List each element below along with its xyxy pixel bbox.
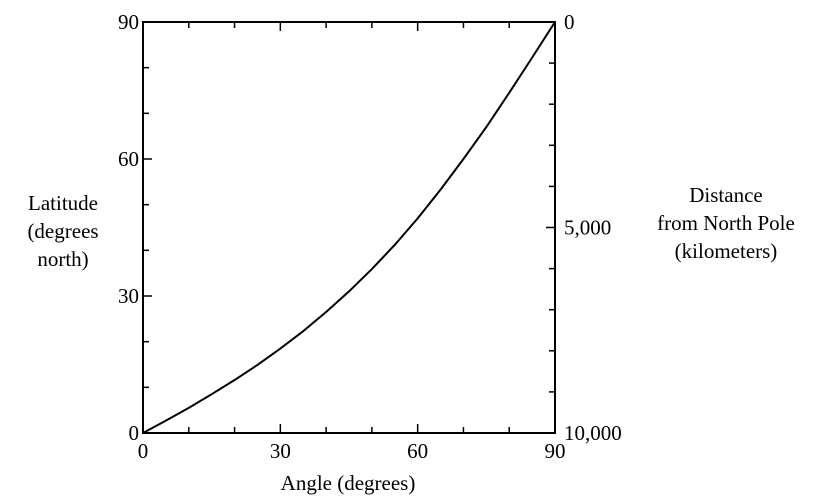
y-tick-label: 90 (118, 10, 139, 34)
series-layer (142, 21, 556, 434)
y2-tick-label: 10,000 (564, 421, 622, 445)
left-axis-label-line-1: Latitude (28, 191, 98, 215)
x-tick-label: 0 (138, 439, 149, 463)
series-line (142, 21, 556, 434)
axes (142, 21, 556, 434)
y-tick-label: 0 (129, 421, 140, 445)
y-tick-label: 60 (118, 147, 139, 171)
ticks (142, 21, 556, 434)
tick-labels: 0 30 60 90 0 30 60 90 0 5,000 10,000 (118, 10, 622, 463)
right-axis-label-line-1: Distance (689, 183, 762, 207)
y2-tick-label: 0 (564, 10, 575, 34)
left-axis-label-line-3: north) (37, 247, 88, 271)
x-tick-label: 60 (407, 439, 428, 463)
y-tick-label: 30 (118, 284, 139, 308)
plot-frame (142, 21, 556, 434)
x-axis-label: Angle (degrees) (281, 471, 416, 495)
x-tick-label: 90 (545, 439, 566, 463)
right-axis-label-line-3: (kilometers) (675, 239, 778, 263)
right-axis-label-line-2: from North Pole (657, 211, 795, 235)
left-axis-label-line-2: (degrees (27, 219, 98, 243)
y2-tick-label: 5,000 (564, 216, 611, 240)
x-tick-label: 30 (270, 439, 291, 463)
